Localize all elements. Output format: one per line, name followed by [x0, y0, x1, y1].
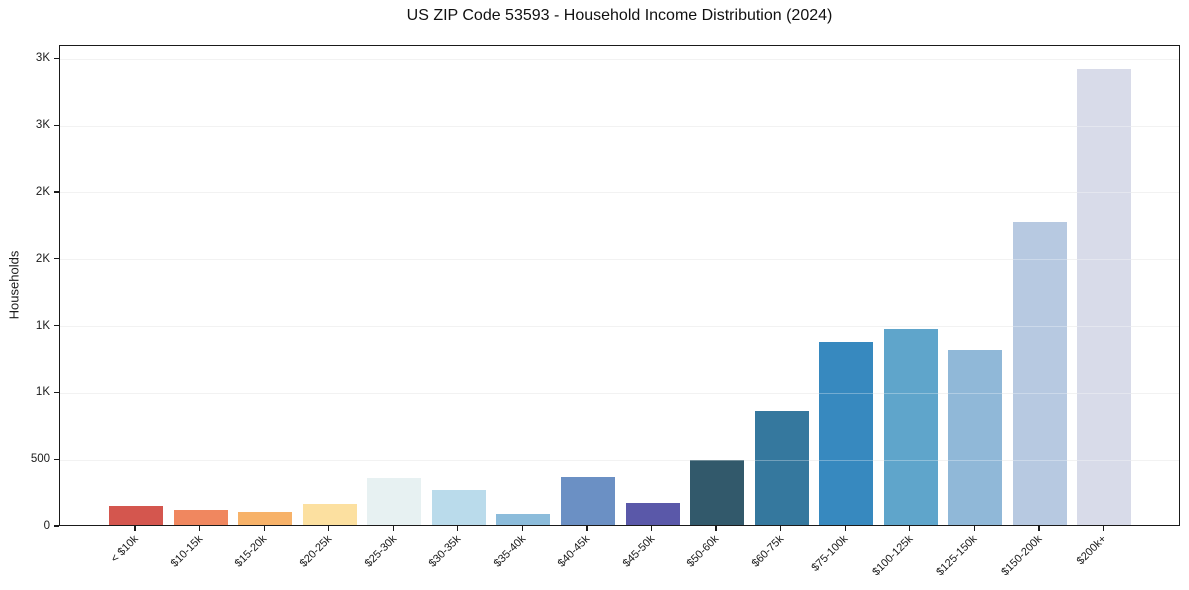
x-axis-tick — [780, 526, 782, 531]
x-tick-label: $40-45k — [555, 533, 593, 570]
bar-$150-200k — [1012, 222, 1067, 525]
x-tick-label: $150-200k — [999, 533, 1045, 579]
plot-area — [59, 45, 1180, 526]
x-axis-tick — [650, 526, 653, 531]
x-tick-label: $75-100k — [809, 533, 851, 574]
bar-$50-60k — [690, 460, 745, 525]
y-tick-label: 2K — [35, 252, 50, 265]
x-axis-tick — [973, 526, 975, 531]
x-tick-label: $35-40k — [491, 533, 528, 570]
y-tick-label: 0 — [43, 520, 50, 532]
x-axis-tick — [1038, 526, 1040, 531]
gridline-overlay — [60, 58, 1179, 60]
y-tick-label: 1K — [35, 319, 50, 332]
x-tick-label: < $10k — [108, 533, 141, 566]
x-tick-label: $25-30k — [362, 533, 399, 570]
gridline — [60, 58, 1179, 60]
chart-title: US ZIP Code 53593 - Household Income Dis… — [406, 7, 833, 24]
x-axis-tick — [328, 526, 330, 531]
bar-$60-75k — [754, 410, 809, 525]
x-tick-label: $30-35k — [426, 533, 464, 570]
gridline — [60, 125, 1179, 127]
bar-$45-50k — [625, 502, 680, 525]
x-axis-tick — [392, 526, 394, 531]
y-axis-tick — [54, 525, 59, 527]
bar-$125-150k — [948, 349, 1003, 525]
gridline-overlay — [60, 259, 1179, 261]
bar-$20-25k — [302, 504, 357, 525]
gridline — [60, 326, 1179, 328]
x-tick-label: $20-25k — [297, 533, 335, 570]
gridline-overlay — [60, 192, 1179, 194]
bar-$100-125k — [883, 329, 938, 525]
x-tick-label: $125-150k — [934, 533, 980, 579]
x-axis-tick — [521, 526, 523, 531]
y-axis-tick — [54, 391, 59, 393]
x-axis-tick — [134, 526, 136, 531]
x-tick-label: $60-75k — [749, 533, 787, 570]
y-tick-label: 3K — [35, 52, 50, 65]
x-axis-tick — [909, 526, 911, 531]
gridline-overlay — [60, 392, 1179, 394]
x-axis-tick — [844, 526, 846, 531]
x-axis-tick — [198, 526, 201, 531]
bar-$35-40k — [496, 513, 551, 525]
y-axis-tick — [54, 324, 59, 327]
x-tick-label: $15-20k — [233, 533, 270, 570]
bar-$30-35k — [431, 490, 486, 525]
bar-$25-30k — [367, 477, 422, 525]
y-tick-label: 3K — [35, 119, 50, 132]
x-axis-tick — [457, 526, 459, 531]
y-axis-tick — [54, 458, 59, 460]
y-tick-label: 2K — [35, 185, 50, 198]
gridline — [60, 259, 1179, 261]
bar-$200k+ — [1077, 68, 1132, 525]
y-axis-tick — [54, 258, 59, 260]
bar-< $10k — [109, 506, 163, 525]
gridline — [60, 192, 1179, 194]
x-axis-tick — [263, 526, 265, 531]
bar-$75-100k — [819, 341, 874, 525]
gridline-overlay — [60, 326, 1179, 328]
bar-$40-45k — [560, 476, 615, 525]
gridline-overlay — [60, 459, 1179, 461]
gridline-overlay — [60, 125, 1179, 127]
x-tick-label: $10-15k — [168, 533, 206, 570]
y-tick-label: 1K — [35, 386, 50, 399]
x-axis-tick — [586, 526, 588, 531]
bar-$10-15k — [173, 510, 228, 525]
gridline — [60, 392, 1179, 394]
y-axis-tick — [54, 191, 59, 193]
bar-$15-20k — [238, 511, 293, 525]
x-tick-label: $50-60k — [684, 533, 722, 570]
x-tick-label: $200k+ — [1074, 533, 1109, 568]
x-axis-tick — [1102, 526, 1105, 531]
y-axis-tick — [54, 124, 59, 126]
y-tick-label: 500 — [30, 453, 50, 466]
x-axis-tick — [715, 526, 717, 531]
x-tick-label: $45-50k — [620, 533, 658, 570]
y-axis-tick — [54, 57, 59, 59]
gridline — [60, 459, 1179, 461]
x-tick-label: $100-125k — [870, 533, 916, 579]
